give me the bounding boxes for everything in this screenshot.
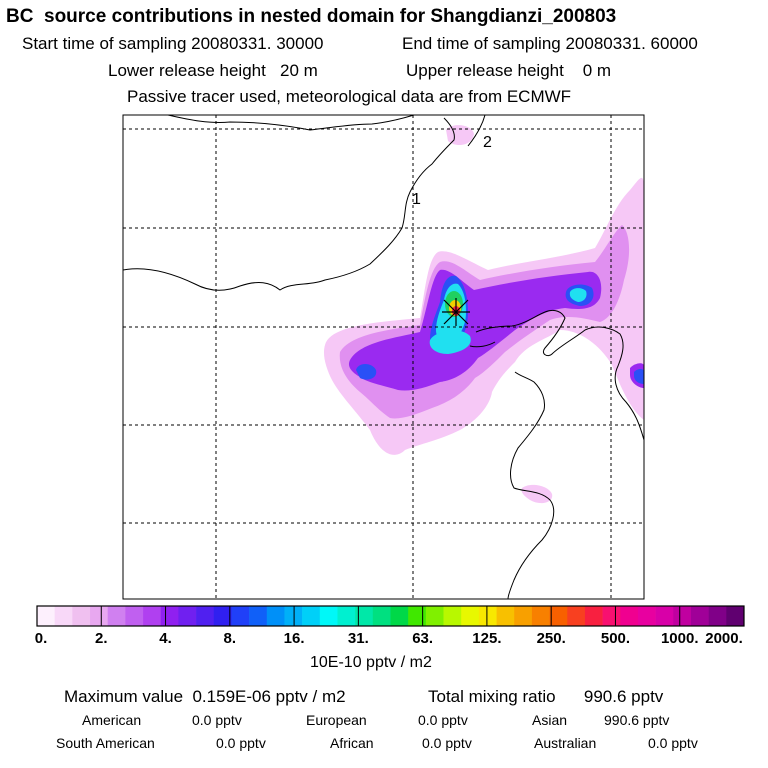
- colorbar-swatch: [319, 606, 338, 626]
- colorbar-tick-label: 63.: [412, 630, 434, 647]
- colorbar-swatch: [160, 606, 179, 626]
- colorbar-swatch: [726, 606, 745, 626]
- plume-cyan-south: [429, 330, 471, 354]
- colorbar-tick-label: 8.: [223, 630, 237, 647]
- region-european-value: 0.0 pptv: [418, 712, 468, 728]
- region-asian-value: 990.6 pptv: [604, 712, 670, 728]
- colorbar-swatch: [514, 606, 533, 626]
- colorbar-swatch: [408, 606, 427, 626]
- colorbar-swatch: [690, 606, 709, 626]
- colorbar-swatch: [266, 606, 285, 626]
- colorbar-swatch: [337, 606, 356, 626]
- colorbar-swatch: [673, 606, 692, 626]
- page-title: BC source contributions in nested domain…: [6, 6, 617, 27]
- plume-blue-west: [356, 364, 377, 380]
- colorbar-swatch: [461, 606, 480, 626]
- colorbar-swatch: [372, 606, 391, 626]
- lower-release-height: Lower release height 20 m: [108, 61, 318, 80]
- colorbar-swatch: [213, 606, 232, 626]
- region-australian-value: 0.0 pptv: [648, 735, 698, 751]
- sampling-end-time: End time of sampling 20080331. 60000: [402, 34, 698, 53]
- colorbar-tick-label: 1000.: [660, 630, 699, 647]
- colorbar-tick-label: 2.: [95, 630, 108, 647]
- colorbar-swatch: [284, 606, 303, 626]
- total-mixing-ratio: Total mixing ratio 990.6 pptv: [428, 687, 664, 706]
- colorbar-swatch: [143, 606, 162, 626]
- colorbar-swatch: [302, 606, 321, 626]
- plume-core: [348, 269, 602, 391]
- concentration-field: [123, 115, 644, 599]
- colorbar-swatch: [425, 606, 444, 626]
- region-australian-name: Australian: [534, 735, 597, 751]
- colorbar-swatch: [249, 606, 268, 626]
- map-label-1: 1: [412, 191, 421, 208]
- colorbar-units: 10E-10 pptv / m2: [310, 654, 432, 671]
- colorbar-swatch: [54, 606, 73, 626]
- colorbar-tick-label: 0.: [34, 630, 48, 647]
- region-asian-name: Asian: [532, 712, 568, 728]
- map-frame: [122, 114, 645, 600]
- colorbar-swatch: [620, 606, 639, 626]
- colorbar-tick-label: 125.: [472, 630, 502, 647]
- map-label-2: 2: [483, 134, 492, 151]
- plume-cyan-east: [569, 288, 587, 302]
- colorbar-tick-label: 16.: [283, 630, 305, 647]
- colorbar-swatch: [443, 606, 462, 626]
- colorbar-swatch: [107, 606, 126, 626]
- region-african-value: 0.0 pptv: [422, 735, 472, 751]
- colorbar-frame: [36, 605, 745, 627]
- colorbar-swatch: [567, 606, 586, 626]
- colorbar-swatch: [584, 606, 603, 626]
- colorbar-swatch: [549, 606, 568, 626]
- receptor-marker: [442, 298, 470, 326]
- region-european-name: European: [306, 712, 367, 728]
- region-american-value: 0.0 pptv: [192, 712, 242, 728]
- region-american-name: American: [82, 712, 142, 728]
- lat-lon-grid: [123, 115, 644, 599]
- region-african-name: African: [330, 735, 374, 751]
- colorbar-swatch: [72, 606, 91, 626]
- upper-release-height: Upper release height 0 m: [406, 61, 612, 80]
- colorbar-swatch: [637, 606, 656, 626]
- colorbar-swatch: [231, 606, 250, 626]
- region-south-american-value: 0.0 pptv: [216, 735, 266, 751]
- region-south-american-name: South American: [56, 735, 155, 751]
- colorbar-swatch: [708, 606, 727, 626]
- colorbar-swatch: [496, 606, 515, 626]
- colorbar-swatch: [125, 606, 144, 626]
- colorbar-swatch: [602, 606, 621, 626]
- maximum-value: Maximum value 0.159E-06 pptv / m2: [64, 687, 346, 706]
- colorbar-swatch: [355, 606, 374, 626]
- colorbar-swatch: [390, 606, 409, 626]
- colorbar-swatch: [655, 606, 674, 626]
- colorbar-tick-label: 4.: [159, 630, 172, 647]
- colorbar-swatch: [531, 606, 550, 626]
- colorbar-swatch: [178, 606, 197, 626]
- colorbar-swatch: [37, 606, 55, 626]
- plume-outer-south: [521, 484, 553, 504]
- colorbar-tick-label: 500.: [600, 630, 631, 647]
- colorbar-tick-label: 2000.: [705, 630, 743, 647]
- tracer-note: Passive tracer used, meteorological data…: [127, 87, 572, 106]
- plume-blue-edge: [634, 369, 644, 384]
- colorbar-swatch: [196, 606, 215, 626]
- colorbar-tick-label: 31.: [347, 630, 369, 647]
- colorbar-swatch: [90, 606, 109, 626]
- colorbar-tick-label: 250.: [536, 630, 566, 647]
- colorbar: [36, 605, 745, 627]
- sampling-start-time: Start time of sampling 20080331. 30000: [22, 34, 324, 53]
- coastlines: [123, 115, 644, 599]
- plume-outer-north: [446, 125, 474, 146]
- colorbar-swatch: [478, 606, 497, 626]
